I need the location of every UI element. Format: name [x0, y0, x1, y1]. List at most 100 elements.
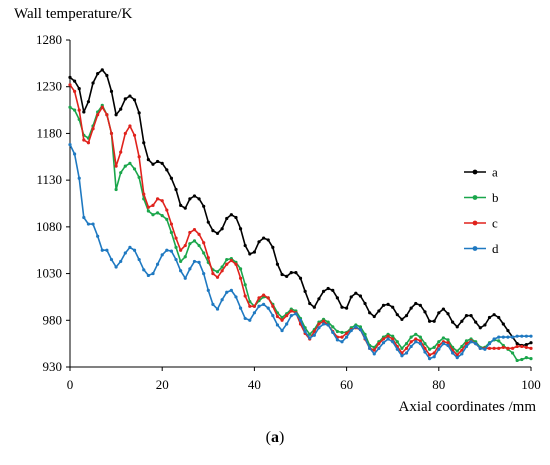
- data-point-b: [418, 335, 422, 339]
- data-point-d: [441, 342, 446, 346]
- data-point-d: [506, 335, 510, 339]
- legend-label-a: a: [492, 165, 498, 180]
- data-point-a: [280, 272, 284, 277]
- data-point-d: [280, 328, 284, 333]
- x-axis-title: Axial coordinates /mm: [399, 399, 537, 415]
- y-tick-label: 1280: [36, 32, 62, 47]
- data-point-a: [100, 68, 104, 72]
- data-point-c: [510, 346, 515, 350]
- data-point-c: [515, 344, 519, 349]
- data-point-c: [524, 345, 528, 349]
- data-point-a: [123, 97, 127, 101]
- data-point-b: [220, 265, 224, 269]
- data-point-d: [321, 322, 326, 326]
- data-point-a: [506, 328, 510, 333]
- x-tick-label: 0: [67, 377, 74, 392]
- data-point-a: [86, 100, 91, 104]
- data-point-c: [165, 208, 169, 212]
- data-point-d: [515, 334, 519, 338]
- data-point-a: [437, 311, 441, 315]
- data-point-c: [109, 131, 114, 136]
- series-line-c: [69, 84, 532, 356]
- data-point-b: [225, 257, 229, 262]
- data-point-c: [132, 133, 137, 137]
- data-point-d: [308, 336, 312, 340]
- data-point-c: [114, 164, 118, 168]
- data-point-a: [377, 309, 381, 313]
- y-tick-label: 1130: [36, 172, 62, 187]
- data-point-c: [211, 271, 215, 276]
- data-point-d: [529, 334, 533, 338]
- data-point-a: [132, 98, 137, 102]
- y-tick-label: 1080: [36, 219, 62, 234]
- data-point-d: [225, 290, 229, 294]
- data-point-c: [455, 353, 459, 357]
- data-point-d: [183, 276, 187, 280]
- data-point-d: [487, 342, 492, 346]
- data-point-d: [427, 356, 432, 361]
- data-point-b: [174, 245, 178, 250]
- data-point-b: [437, 340, 441, 344]
- data-point-d: [77, 176, 81, 180]
- data-point-d: [119, 259, 123, 264]
- data-point-a: [238, 227, 243, 231]
- data-point-a: [331, 288, 335, 292]
- legend-marker-a: [472, 169, 478, 175]
- data-point-b: [391, 334, 395, 338]
- data-point-b: [497, 339, 501, 343]
- data-point-b: [326, 320, 330, 324]
- data-point-c: [381, 337, 386, 341]
- data-point-b: [308, 332, 312, 336]
- data-point-a: [266, 238, 270, 242]
- data-point-a: [285, 274, 289, 278]
- data-point-c: [68, 83, 72, 87]
- x-tick-label: 40: [248, 377, 261, 392]
- data-point-d: [142, 268, 146, 272]
- data-point-c: [188, 230, 192, 235]
- data-point-d: [192, 259, 197, 264]
- data-point-a: [271, 245, 275, 250]
- data-point-d: [340, 340, 344, 344]
- caption-open: (: [266, 429, 271, 446]
- data-point-c: [151, 203, 155, 207]
- data-point-d: [96, 234, 100, 238]
- data-point-c: [377, 342, 381, 346]
- data-point-b: [414, 332, 418, 336]
- data-point-d: [423, 350, 427, 354]
- data-point-a: [418, 303, 422, 307]
- data-point-c: [506, 346, 510, 350]
- data-point-a: [349, 295, 353, 299]
- data-point-a: [340, 305, 344, 309]
- data-point-a: [386, 302, 390, 307]
- data-point-a: [183, 206, 187, 210]
- y-tick-label: 1230: [36, 79, 62, 94]
- data-point-b: [119, 171, 123, 175]
- data-point-c: [386, 334, 390, 338]
- data-point-b: [331, 325, 335, 329]
- data-point-d: [123, 251, 127, 255]
- data-point-c: [271, 304, 275, 308]
- data-point-a: [400, 317, 404, 321]
- data-point-a: [220, 227, 224, 231]
- data-point-b: [114, 187, 118, 192]
- data-point-a: [451, 320, 455, 324]
- data-point-a: [155, 159, 160, 164]
- data-point-d: [510, 335, 515, 339]
- data-point-a: [358, 294, 363, 298]
- data-point-c: [257, 296, 261, 300]
- data-point-d: [275, 323, 280, 327]
- data-point-c: [404, 346, 409, 350]
- data-point-b: [395, 340, 399, 344]
- data-point-a: [478, 326, 482, 330]
- data-point-c: [427, 353, 432, 357]
- data-point-d: [165, 248, 169, 252]
- data-point-d: [414, 340, 418, 344]
- data-point-c: [289, 309, 293, 313]
- data-point-d: [317, 326, 321, 330]
- data-point-d: [248, 318, 252, 322]
- data-point-a: [497, 315, 501, 320]
- data-point-a: [202, 204, 206, 208]
- data-point-d: [262, 302, 266, 307]
- data-point-d: [132, 248, 137, 252]
- data-point-c: [529, 346, 533, 350]
